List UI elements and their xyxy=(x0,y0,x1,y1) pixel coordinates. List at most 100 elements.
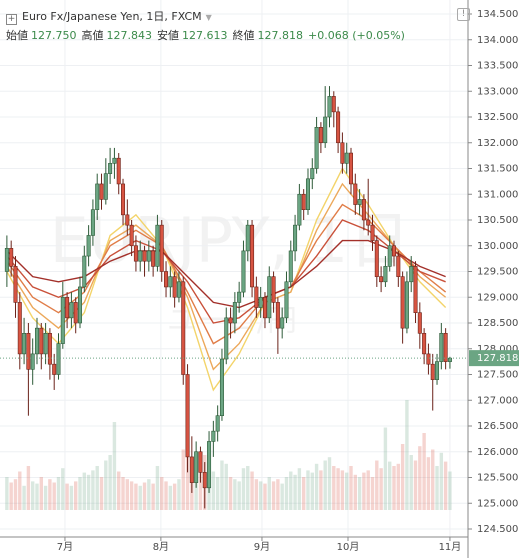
candle-body xyxy=(198,451,203,473)
candle-body xyxy=(374,240,379,277)
candle-body xyxy=(26,332,31,370)
volume-bar xyxy=(405,400,409,510)
volume-bar xyxy=(323,460,327,510)
volume-bar xyxy=(263,483,267,510)
volume-bar xyxy=(284,477,289,510)
volume-bar xyxy=(35,483,39,510)
ohlc-value: 127.843 xyxy=(106,29,153,42)
y-tick-label: 130.500 xyxy=(477,215,518,226)
candle-body xyxy=(172,276,177,298)
candle-body xyxy=(4,248,9,272)
candle-body xyxy=(90,209,95,236)
candle-body xyxy=(262,296,267,319)
volume-bar xyxy=(151,483,155,510)
volume-bar xyxy=(250,471,254,510)
dropdown-icon[interactable]: ▼ xyxy=(205,13,212,22)
candle-body xyxy=(69,302,74,319)
y-tick-label: 129.000 xyxy=(477,292,518,303)
candle-body xyxy=(151,250,156,267)
ohlc-value: 127.750 xyxy=(31,29,77,42)
volume-bar xyxy=(370,477,375,510)
candle-body xyxy=(86,235,91,257)
candle-body xyxy=(258,296,263,308)
candle-body xyxy=(121,183,126,216)
volume-bar xyxy=(357,477,362,510)
candle-body xyxy=(168,276,173,288)
candle-body xyxy=(361,199,366,221)
candle-body xyxy=(340,142,345,164)
candle-body xyxy=(400,276,405,329)
y-tick-label: 131.500 xyxy=(477,164,518,175)
volume-bar xyxy=(271,481,276,510)
candle-body xyxy=(383,266,388,283)
volume-bar xyxy=(280,483,284,510)
y-tick-label: 127.500 xyxy=(477,370,518,381)
candle-body xyxy=(353,183,358,205)
candle-body xyxy=(447,357,452,362)
volume-bar xyxy=(181,449,185,510)
volume-bar xyxy=(198,463,203,510)
candle-body xyxy=(387,245,392,267)
candle-body xyxy=(125,214,130,226)
y-tick-label: 125.500 xyxy=(477,473,518,484)
candle-body xyxy=(211,430,216,442)
candle-body xyxy=(194,451,199,483)
volume-bar xyxy=(418,446,422,510)
volume-bar xyxy=(194,468,198,510)
volume-bar xyxy=(267,477,271,510)
candle-body xyxy=(159,224,164,272)
last-price-box xyxy=(469,350,519,367)
candle-body xyxy=(409,266,414,283)
candle-body xyxy=(155,224,160,267)
y-tick-label: 133.500 xyxy=(477,61,518,72)
candle-body xyxy=(245,224,250,252)
candle-body xyxy=(181,281,186,375)
volume-bar xyxy=(95,466,99,510)
settings-icon[interactable]: ! xyxy=(457,8,470,21)
volume-bar xyxy=(254,479,259,510)
candle-body xyxy=(146,250,151,262)
expand-icon[interactable]: + xyxy=(6,14,17,25)
candle-body xyxy=(271,276,276,303)
y-tick-label: 132.000 xyxy=(477,138,518,149)
volume-bar xyxy=(448,471,452,510)
volume-bar xyxy=(185,444,190,510)
volume-bar xyxy=(306,470,310,510)
candle-body xyxy=(310,168,315,180)
candle-body xyxy=(129,224,134,247)
y-tick-label: 129.500 xyxy=(477,267,518,278)
volume-bar xyxy=(349,466,353,510)
candle-body xyxy=(17,302,22,355)
volume-bar xyxy=(5,477,9,510)
volume-bar xyxy=(362,472,366,510)
volume-bar xyxy=(344,472,349,510)
ohlc-label: 終値 xyxy=(232,29,255,42)
candle-body xyxy=(323,116,328,144)
volume-bar xyxy=(220,460,224,510)
candle-body xyxy=(82,255,87,288)
candle-body xyxy=(327,96,332,118)
candle-body xyxy=(142,250,147,262)
volume-bar xyxy=(289,471,293,510)
volume-bar xyxy=(383,427,388,510)
candle-body xyxy=(267,276,272,319)
candle-body xyxy=(202,472,207,489)
candle-body xyxy=(426,353,431,365)
volume-bar xyxy=(443,461,448,510)
volume-bar xyxy=(177,479,181,510)
volume-bar xyxy=(39,477,43,510)
volume-bar xyxy=(431,449,435,510)
y-tick-label: 134.000 xyxy=(477,35,518,46)
ohlc-label: 高値 xyxy=(81,29,104,42)
volume-bar xyxy=(388,461,392,510)
candle-body xyxy=(404,281,409,329)
candle-body xyxy=(39,327,44,355)
candle-body xyxy=(133,245,138,262)
candle-body xyxy=(392,245,397,257)
candle-body xyxy=(73,302,78,324)
candle-body xyxy=(22,332,27,355)
last-price-label: 127.818 xyxy=(477,353,518,364)
candle-body xyxy=(297,193,302,226)
candle-body xyxy=(176,281,181,298)
volume-bar xyxy=(164,481,168,510)
